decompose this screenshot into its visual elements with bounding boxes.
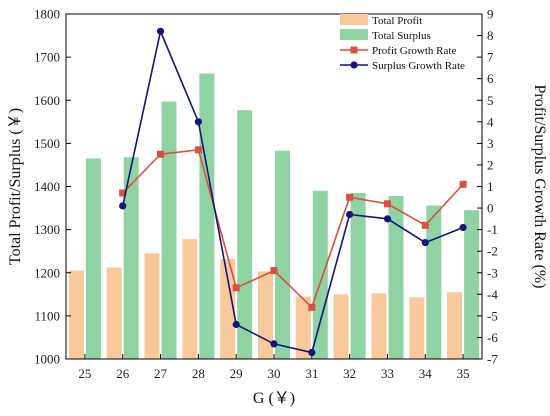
bar-total-profit-31 (295, 296, 311, 359)
bar-total-surplus-31 (312, 190, 328, 359)
bar-total-surplus-32 (350, 193, 366, 359)
point-profit-growth-rate-30 (270, 267, 278, 275)
bar-total-profit-25 (68, 270, 84, 359)
bar-total-profit-35 (447, 292, 463, 359)
point-surplus-growth-rate-29 (232, 320, 240, 329)
y-right-tick-label-8: 8 (487, 28, 494, 43)
y-left-tick-label-1700: 1700 (34, 50, 60, 65)
y-right-tick-label--1: -1 (487, 222, 498, 237)
legend-swatch-total-surplus (340, 29, 368, 40)
x-tick-label-25: 25 (78, 366, 91, 381)
legend: Total Profit Total Surplus Profit Growth R… (340, 14, 465, 72)
point-surplus-growth-rate-27 (156, 27, 165, 35)
bar-total-profit-27 (144, 253, 160, 359)
bar-total-profit-33 (371, 293, 387, 359)
y-right-tick-label-0: 0 (487, 201, 494, 216)
y-right-tick-label-3: 3 (487, 136, 494, 151)
x-tick-label-34: 34 (419, 366, 433, 381)
point-profit-growth-rate-32 (346, 193, 354, 201)
y-left-tick-label-1200: 1200 (34, 265, 60, 280)
point-surplus-growth-rate-35 (459, 223, 467, 232)
y-right-tick-label--4: -4 (487, 287, 498, 302)
bar-total-surplus-29 (237, 110, 253, 359)
y-left-tick-label-1300: 1300 (34, 222, 60, 237)
point-profit-growth-rate-26 (119, 189, 127, 197)
bar-total-profit-29 (220, 258, 236, 359)
bar-total-profit-34 (409, 297, 425, 359)
y-right-tick-label-9: 9 (487, 7, 494, 22)
point-surplus-growth-rate-30 (270, 340, 278, 348)
point-surplus-growth-rate-26 (119, 202, 127, 210)
bar-total-surplus-33 (388, 196, 404, 359)
y-right-tick-label-7: 7 (487, 50, 494, 65)
bar-total-surplus-34 (426, 205, 442, 359)
y-right-tick-label-2: 2 (487, 157, 494, 172)
y-left-tick-label-1500: 1500 (34, 136, 60, 151)
y-left-tick-label-1400: 1400 (34, 179, 60, 194)
y-right-tick-label-1: 1 (487, 179, 494, 194)
point-profit-growth-rate-29 (232, 284, 240, 292)
ticks-layer: 100011001200130014001500160017001800-7-6… (34, 7, 498, 382)
x-tick-label-33: 33 (381, 366, 394, 381)
x-tick-label-30: 30 (268, 366, 281, 381)
bar-total-surplus-30 (275, 150, 290, 359)
legend-label-profit-growth-rate: Profit Growth Rate (372, 45, 456, 57)
y-left-tick-label-1100: 1100 (34, 308, 60, 323)
bar-total-surplus-27 (161, 101, 177, 359)
point-profit-growth-rate-35 (459, 180, 467, 188)
bars-layer (68, 73, 480, 359)
legend-marker-surplus-growth-rate (350, 61, 358, 69)
legend-marker-profit-growth-rate (350, 46, 358, 54)
y-left-tick-label-1600: 1600 (34, 93, 60, 108)
bar-total-profit-26 (106, 267, 122, 359)
y-right-tick-label-4: 4 (487, 114, 494, 129)
x-tick-label-29: 29 (230, 366, 243, 381)
legend-label-total-surplus: Total Surplus (372, 30, 431, 42)
line-profit-growth-rate (122, 148, 464, 309)
legend-label-total-profit: Total Profit (372, 15, 422, 27)
bar-total-surplus-26 (123, 157, 139, 359)
x-tick-label-26: 26 (116, 366, 130, 381)
y-axis-right-title: Profit/Surplus Growth Rate (%) (531, 85, 548, 289)
legend-swatch-total-profit (340, 14, 368, 25)
point-surplus-growth-rate-32 (346, 210, 354, 219)
x-axis-title: G (￥) (253, 390, 295, 407)
point-profit-growth-rate-33 (384, 200, 391, 208)
point-profit-growth-rate-31 (308, 303, 316, 311)
x-tick-label-31: 31 (305, 366, 318, 381)
x-tick-label-27: 27 (154, 366, 168, 381)
point-surplus-growth-rate-34 (421, 239, 429, 247)
bar-total-profit-28 (182, 239, 198, 359)
point-profit-growth-rate-28 (194, 146, 202, 154)
y-right-tick-label-5: 5 (487, 93, 494, 108)
y-right-tick-label--3: -3 (487, 265, 498, 280)
y-right-tick-label--6: -6 (487, 330, 498, 345)
point-surplus-growth-rate-31 (308, 348, 316, 357)
y-axis-left-title: Total Profit/Surplus (￥) (7, 108, 24, 265)
x-tick-label-32: 32 (343, 366, 356, 381)
x-tick-label-28: 28 (192, 366, 205, 381)
y-right-tick-label--7: -7 (487, 352, 498, 367)
bar-total-surplus-35 (464, 210, 480, 359)
y-left-tick-label-1000: 1000 (34, 352, 60, 367)
point-surplus-growth-rate-28 (194, 118, 202, 126)
y-right-tick-label--2: -2 (487, 244, 498, 259)
y-right-tick-label--5: -5 (487, 308, 498, 323)
x-tick-label-35: 35 (457, 366, 470, 381)
lines-layer (119, 27, 467, 357)
legend-label-surplus-growth-rate: Surplus Growth Rate (372, 60, 465, 72)
point-surplus-growth-rate-33 (383, 215, 392, 223)
line-surplus-growth-rate (121, 28, 464, 354)
bar-total-surplus-28 (199, 73, 215, 359)
point-profit-growth-rate-34 (421, 221, 429, 229)
bar-total-surplus-25 (85, 158, 101, 359)
bar-total-profit-32 (333, 294, 349, 359)
bar-total-profit-30 (258, 271, 273, 359)
y-right-tick-label-6: 6 (487, 71, 494, 86)
y-left-tick-label-1800: 1800 (34, 7, 60, 22)
point-profit-growth-rate-27 (157, 150, 164, 158)
